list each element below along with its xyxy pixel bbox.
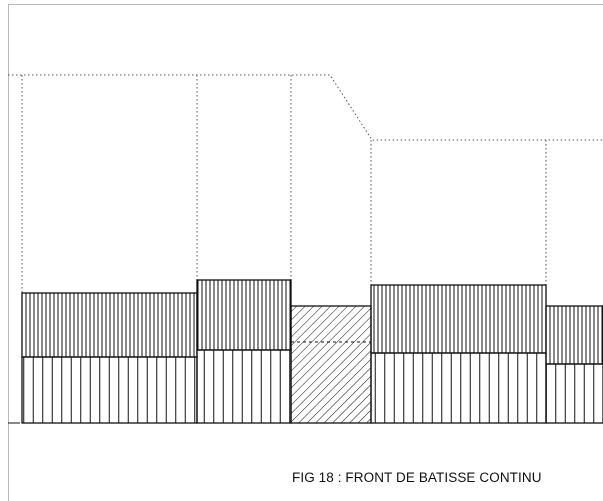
building-5-upper bbox=[545, 305, 603, 365]
plot-dividers bbox=[21, 75, 547, 306]
building-2 bbox=[196, 279, 292, 424]
building-4 bbox=[370, 284, 547, 424]
building-1 bbox=[21, 292, 198, 424]
building-4-base bbox=[370, 352, 547, 424]
building-1-base bbox=[21, 356, 198, 424]
envelope-outline bbox=[8, 74, 603, 141]
building-5-base bbox=[545, 363, 603, 424]
building-5 bbox=[545, 305, 603, 424]
frame-top-line bbox=[8, 4, 603, 5]
building-2-upper bbox=[196, 279, 292, 351]
frame-left-line bbox=[8, 4, 9, 501]
building-1-upper bbox=[21, 292, 198, 358]
building-3 bbox=[290, 305, 372, 424]
building-2-base bbox=[196, 349, 292, 424]
figure-caption: FIG 18 : FRONT DE BATISSE CONTINU bbox=[292, 470, 542, 485]
building-3-block bbox=[290, 305, 372, 424]
building-4-upper bbox=[370, 284, 547, 354]
